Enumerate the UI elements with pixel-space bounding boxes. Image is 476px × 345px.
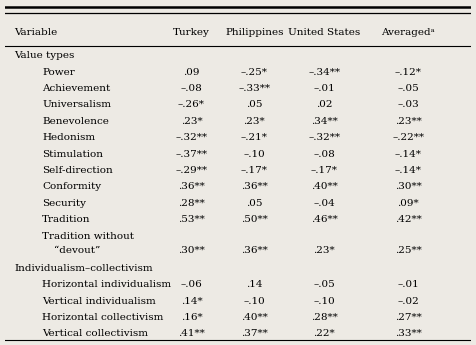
- Text: –.10: –.10: [243, 297, 265, 306]
- Text: –.02: –.02: [397, 297, 419, 306]
- Text: Value types: Value types: [14, 51, 74, 60]
- Text: –.05: –.05: [313, 280, 335, 289]
- Text: –.12*: –.12*: [395, 68, 422, 77]
- Text: –.06: –.06: [180, 280, 202, 289]
- Text: Horizontal individualism: Horizontal individualism: [42, 280, 171, 289]
- Text: .09: .09: [183, 68, 199, 77]
- Text: .22*: .22*: [314, 329, 335, 338]
- Text: Turkey: Turkey: [173, 28, 210, 37]
- Text: –.08: –.08: [180, 84, 202, 93]
- Text: .37**: .37**: [241, 329, 268, 338]
- Text: –.01: –.01: [397, 280, 419, 289]
- Text: .41**: .41**: [178, 329, 205, 338]
- Text: .05: .05: [246, 100, 263, 109]
- Text: .33**: .33**: [395, 329, 422, 338]
- Text: .40**: .40**: [311, 183, 337, 191]
- Text: –.14*: –.14*: [395, 150, 422, 159]
- Text: .14: .14: [246, 280, 263, 289]
- Text: .53**: .53**: [178, 215, 205, 224]
- Text: .40**: .40**: [241, 313, 268, 322]
- Text: –.10: –.10: [313, 297, 335, 306]
- Text: –.33**: –.33**: [238, 84, 270, 93]
- Text: .34**: .34**: [311, 117, 337, 126]
- Text: Vertical collectivism: Vertical collectivism: [42, 329, 148, 338]
- Text: Tradition without: Tradition without: [42, 231, 134, 241]
- Text: –.22**: –.22**: [392, 133, 424, 142]
- Text: –.29**: –.29**: [175, 166, 208, 175]
- Text: –.08: –.08: [313, 150, 335, 159]
- Text: .30**: .30**: [178, 246, 205, 255]
- Text: Hedonism: Hedonism: [42, 133, 95, 142]
- Text: .27**: .27**: [395, 313, 422, 322]
- Text: United States: United States: [288, 28, 360, 37]
- Text: –.05: –.05: [397, 84, 419, 93]
- Text: Self-direction: Self-direction: [42, 166, 113, 175]
- Text: –.14*: –.14*: [395, 166, 422, 175]
- Text: .28**: .28**: [311, 313, 337, 322]
- Text: Security: Security: [42, 199, 86, 208]
- Text: –.01: –.01: [313, 84, 335, 93]
- Text: .05: .05: [246, 199, 263, 208]
- Text: Horizontal collectivism: Horizontal collectivism: [42, 313, 163, 322]
- Text: Stimulation: Stimulation: [42, 150, 103, 159]
- Text: “devout”: “devout”: [54, 246, 100, 255]
- Text: –.10: –.10: [243, 150, 265, 159]
- Text: Tradition: Tradition: [42, 215, 90, 224]
- Text: Philippines: Philippines: [225, 28, 284, 37]
- Text: .09*: .09*: [397, 199, 419, 208]
- Text: Benevolence: Benevolence: [42, 117, 109, 126]
- Text: –.04: –.04: [313, 199, 335, 208]
- Text: –.17*: –.17*: [311, 166, 338, 175]
- Text: .36**: .36**: [178, 183, 205, 191]
- Text: –.37**: –.37**: [175, 150, 208, 159]
- Text: –.17*: –.17*: [241, 166, 268, 175]
- Text: .23**: .23**: [395, 117, 422, 126]
- Text: .02: .02: [316, 100, 333, 109]
- Text: .14*: .14*: [180, 297, 202, 306]
- Text: Averagedᵃ: Averagedᵃ: [381, 28, 435, 37]
- Text: Power: Power: [42, 68, 75, 77]
- Text: –.25*: –.25*: [241, 68, 268, 77]
- Text: .23*: .23*: [314, 246, 335, 255]
- Text: –.32**: –.32**: [308, 133, 340, 142]
- Text: .23*: .23*: [244, 117, 265, 126]
- Text: Conformity: Conformity: [42, 183, 101, 191]
- Text: .23*: .23*: [180, 117, 202, 126]
- Text: Vertical individualism: Vertical individualism: [42, 297, 156, 306]
- Text: –.34**: –.34**: [308, 68, 340, 77]
- Text: .46**: .46**: [311, 215, 337, 224]
- Text: .36**: .36**: [241, 246, 268, 255]
- Text: .28**: .28**: [178, 199, 205, 208]
- Text: Achievement: Achievement: [42, 84, 110, 93]
- Text: –.21*: –.21*: [241, 133, 268, 142]
- Text: .16*: .16*: [180, 313, 202, 322]
- Text: .42**: .42**: [395, 215, 422, 224]
- Text: .36**: .36**: [241, 183, 268, 191]
- Text: –.26*: –.26*: [178, 100, 205, 109]
- Text: .50**: .50**: [241, 215, 268, 224]
- Text: .25**: .25**: [395, 246, 422, 255]
- Text: –.03: –.03: [397, 100, 419, 109]
- Text: Universalism: Universalism: [42, 100, 111, 109]
- Text: –.32**: –.32**: [175, 133, 208, 142]
- Text: .30**: .30**: [395, 183, 422, 191]
- Text: Variable: Variable: [14, 28, 57, 37]
- Text: Individualism–collectivism: Individualism–collectivism: [14, 264, 153, 273]
